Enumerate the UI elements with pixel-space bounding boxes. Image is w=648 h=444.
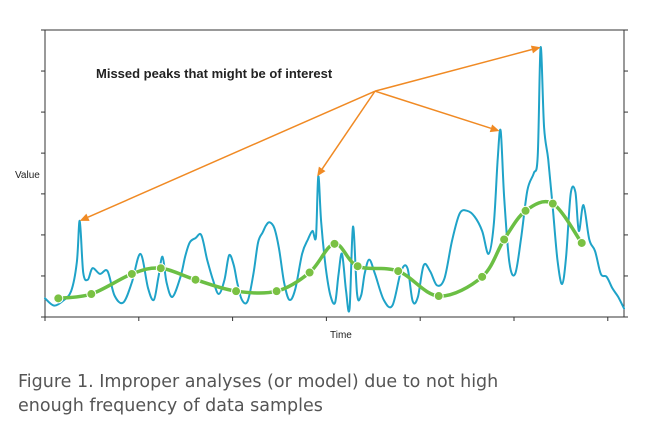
figure-caption: Figure 1. Improper analyses (or model) d… <box>18 370 628 418</box>
sample-point-9 <box>352 261 363 272</box>
sample-point-13 <box>499 234 510 245</box>
annotation-arrowhead-2 <box>489 124 500 133</box>
sample-point-12 <box>477 271 488 282</box>
annotation-arrow-2 <box>374 90 492 129</box>
series-raw-line <box>44 46 625 313</box>
sample-point-5 <box>231 286 242 297</box>
sample-point-14 <box>520 205 531 216</box>
annotation-text: Missed peaks that might be of interest <box>96 66 333 81</box>
annotation-arrow-0 <box>87 90 376 218</box>
caption-line-2: enough frequency of data samples <box>18 396 323 416</box>
annotation-arrow-1 <box>321 90 376 170</box>
annotation-arrowhead-3 <box>530 45 541 54</box>
sample-point-3 <box>155 263 166 274</box>
sample-point-16 <box>576 237 587 248</box>
sample-point-6 <box>271 286 282 297</box>
y-axis-label: Value <box>15 170 40 181</box>
annotation-arrow-3 <box>374 48 533 92</box>
sample-point-8 <box>329 238 340 249</box>
chart: Value Time Missed peaks that might be of… <box>15 29 628 341</box>
sample-point-2 <box>126 268 137 279</box>
annotation-arrows <box>79 45 541 221</box>
sample-point-15 <box>547 198 558 209</box>
axes <box>41 29 628 321</box>
sample-point-0 <box>53 293 64 304</box>
ticks <box>41 29 628 321</box>
sample-point-11 <box>433 291 444 302</box>
caption-line-1: Figure 1. Improper analyses (or model) d… <box>18 372 499 392</box>
sample-point-1 <box>86 289 97 300</box>
sample-point-10 <box>393 266 404 277</box>
x-axis-label: Time <box>330 330 352 341</box>
annotation-arrowhead-0 <box>79 213 90 221</box>
sample-point-7 <box>304 267 315 278</box>
sample-point-4 <box>190 274 201 285</box>
annotation-arrowhead-1 <box>317 166 326 177</box>
series-layer <box>44 46 625 313</box>
